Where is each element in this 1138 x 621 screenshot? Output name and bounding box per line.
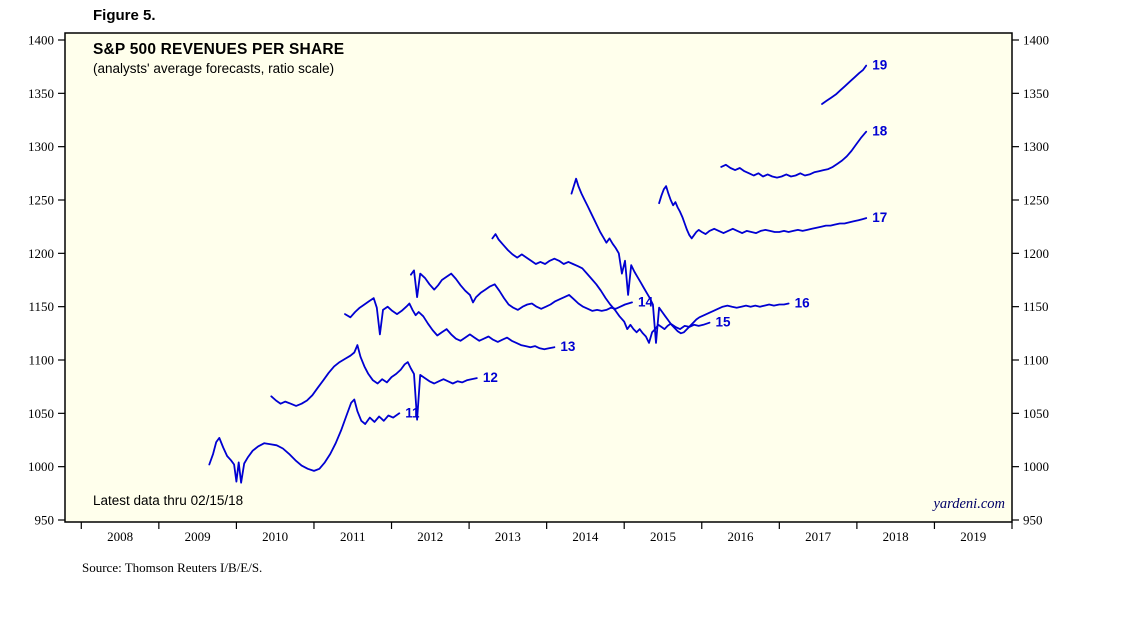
x-axis-label: 2017 [805, 529, 832, 544]
series-line-11 [208, 398, 401, 484]
series-line-12 [270, 344, 478, 421]
chart-subtitle: (analysts' average forecasts, ratio scal… [93, 61, 335, 76]
y-axis-label-right: 950 [1023, 513, 1043, 528]
x-axis-label: 2016 [728, 529, 755, 544]
series-end-label-18: 18 [872, 124, 888, 139]
x-axis-label: 2013 [495, 529, 521, 544]
y-axis-label-left: 1400 [28, 33, 54, 48]
y-axis-label-left: 1250 [28, 193, 54, 208]
source-line: Source: Thomson Reuters I/B/E/S. [82, 560, 263, 575]
series-line-16 [570, 177, 790, 344]
yardeni-watermark: yardeni.com [933, 496, 1005, 512]
y-axis-label-right: 1400 [1023, 33, 1049, 48]
y-axis-label-left: 1050 [28, 406, 54, 421]
y-axis-label-right: 1150 [1023, 299, 1049, 314]
x-axis-label: 2015 [650, 529, 676, 544]
y-axis-label-left: 950 [35, 513, 55, 528]
x-axis-label: 2011 [340, 529, 366, 544]
chart-title: S&P 500 REVENUES PER SHARE [93, 41, 345, 58]
figure-label: Figure 5. [93, 7, 156, 24]
latest-data-note: Latest data thru 02/15/18 [93, 493, 244, 508]
x-axis-label: 2008 [107, 529, 133, 544]
y-axis-label-right: 1350 [1023, 86, 1049, 101]
y-axis-label-right: 1250 [1023, 193, 1049, 208]
y-axis-label-left: 1000 [28, 459, 54, 474]
y-axis-label-left: 1350 [28, 86, 54, 101]
y-axis-label-right: 1050 [1023, 406, 1049, 421]
y-axis-label-right: 1000 [1023, 459, 1049, 474]
plot-area [64, 32, 1013, 523]
series-end-label-17: 17 [872, 210, 887, 225]
series-end-label-15: 15 [716, 315, 732, 330]
y-axis-label-left: 1150 [28, 299, 54, 314]
x-axis-label: 2009 [185, 529, 211, 544]
x-axis-label: 2019 [960, 529, 986, 544]
series-line-14 [409, 269, 633, 312]
series-line-18 [720, 130, 868, 179]
x-axis-label: 2010 [262, 529, 288, 544]
x-axis-label: 2012 [417, 529, 443, 544]
series-line-17 [658, 185, 868, 240]
series-end-label-13: 13 [560, 339, 576, 354]
y-axis-label-right: 1100 [1023, 353, 1049, 368]
y-axis-label-right: 1200 [1023, 246, 1049, 261]
y-axis-label-left: 1300 [28, 139, 54, 154]
series-line-15 [491, 233, 711, 344]
y-axis-label-right: 1300 [1023, 139, 1049, 154]
series-end-label-16: 16 [795, 295, 811, 310]
series-line-13 [344, 297, 556, 351]
y-axis-label-left: 1100 [28, 353, 54, 368]
x-axis-label: 2018 [883, 529, 909, 544]
series-end-label-19: 19 [872, 58, 887, 73]
series-end-label-12: 12 [483, 370, 498, 385]
x-axis-label: 2014 [572, 529, 599, 544]
series-line-19 [821, 64, 868, 105]
y-axis-label-left: 1200 [28, 246, 54, 261]
